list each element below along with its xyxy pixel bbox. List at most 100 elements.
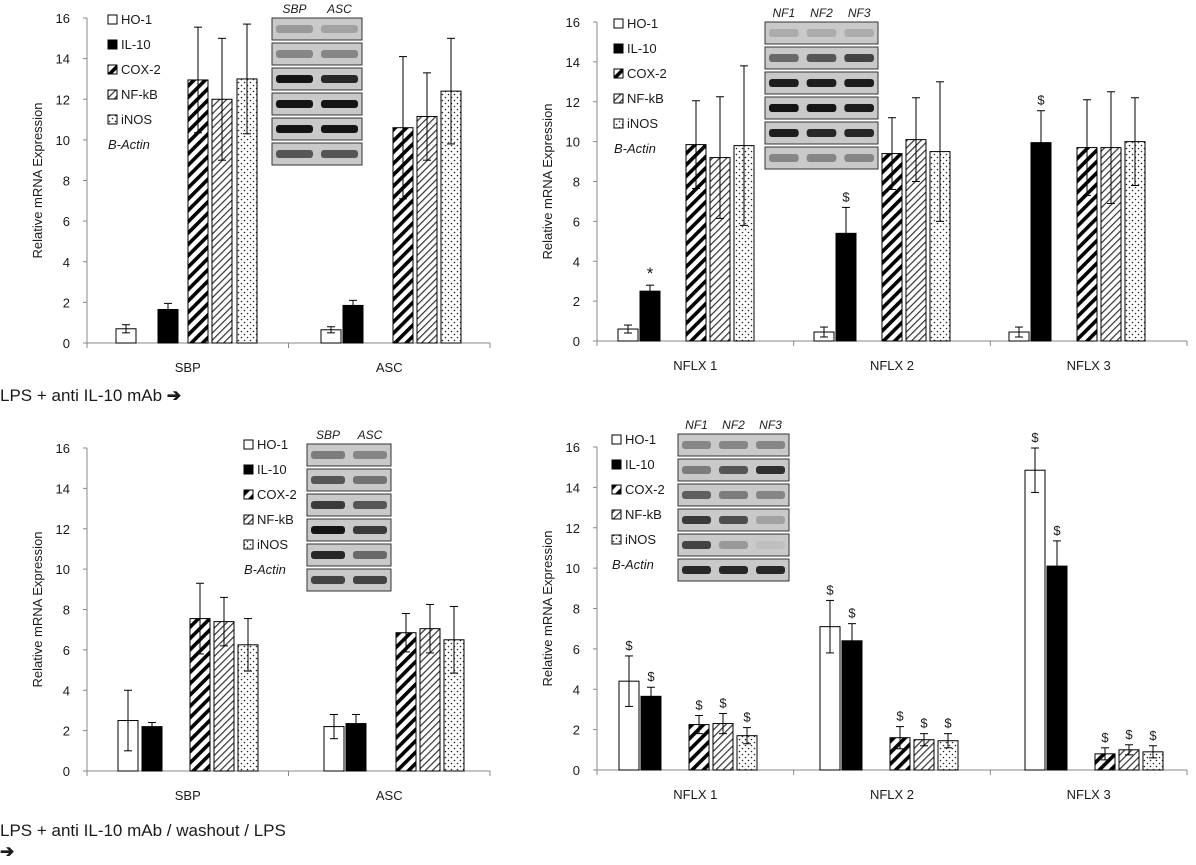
- caption-middle: LPS + anti IL-10 mAb ➔: [0, 386, 181, 406]
- blot-strip: [271, 67, 363, 91]
- blot-band: [311, 526, 345, 534]
- significance-mark: $: [719, 695, 727, 710]
- blot-band: [844, 154, 874, 162]
- legend-swatch: [243, 539, 254, 550]
- significance-mark: $: [743, 710, 751, 725]
- blot-band: [806, 129, 837, 137]
- blot-band: [719, 466, 748, 474]
- blot-band: [311, 576, 345, 584]
- legend-label: IL-10: [627, 41, 657, 56]
- y-tick-label: 10: [566, 135, 580, 150]
- legend-swatch: [107, 64, 118, 75]
- y-tick-label: 14: [566, 480, 580, 495]
- y-tick-label: 12: [566, 521, 580, 536]
- legend-swatch: [243, 439, 254, 450]
- blot-band: [769, 104, 799, 112]
- blot-strip: [306, 543, 392, 567]
- blot-lane-header: NF1: [685, 418, 708, 432]
- blot-strip: [271, 142, 363, 166]
- chart-bottom-left: 0 2 4 6 8 10 12 14 16 Relative mRNA Expression SBP…: [30, 428, 491, 803]
- y-axis-label: Relative mRNA Expression: [30, 102, 45, 258]
- legend-actin-label: B-Actin: [614, 141, 656, 156]
- y-axis-label: Relative mRNA Expression: [540, 103, 555, 259]
- legend-label: COX-2: [625, 482, 665, 497]
- y-axis-label: Relative mRNA Expression: [30, 531, 45, 687]
- chart-top-left: 0 2 4 6 8 10 12 14 16 Relative mRNA Expression SBP…: [30, 2, 491, 375]
- blot-band: [276, 50, 313, 58]
- caption-bottom: LPS + anti IL-10 mAb / washout / LPS ➔: [0, 821, 286, 862]
- legend-label: HO-1: [625, 432, 656, 447]
- blot-band: [756, 566, 785, 574]
- y-tick-label: 16: [566, 15, 580, 30]
- legend-label: IL-10: [257, 462, 287, 477]
- bar-il-10: [1046, 565, 1068, 771]
- y-tick-label: 8: [63, 174, 70, 189]
- legend-label: NF-kB: [625, 507, 662, 522]
- blot-band: [719, 566, 748, 574]
- y-tick-label: 4: [573, 682, 580, 697]
- significance-mark: $: [647, 669, 655, 684]
- chart-top-right: 0 2 4 6 8 10 12 14 16 Relative mRNA Expression NFL…: [540, 6, 1188, 373]
- significance-mark: $: [826, 582, 834, 597]
- blot-band: [353, 526, 387, 534]
- blot-band: [756, 516, 785, 524]
- legend-swatch: [611, 434, 622, 445]
- bar-ho-1: [1024, 469, 1046, 771]
- blot-band: [276, 150, 313, 158]
- blot-strip: [271, 92, 363, 116]
- legend-label: HO-1: [627, 16, 658, 31]
- legend-swatch: [613, 18, 624, 29]
- y-tick-label: 6: [573, 214, 580, 229]
- blot-band: [276, 125, 313, 133]
- significance-mark: $: [1101, 730, 1109, 745]
- blot-band: [756, 441, 785, 449]
- bar-il-10: [342, 304, 364, 344]
- y-tick-label: 6: [573, 642, 580, 657]
- blot-band: [682, 516, 711, 524]
- legend-label: NF-kB: [627, 91, 664, 106]
- y-tick-label: 16: [56, 11, 70, 26]
- legend-swatch: [611, 484, 622, 495]
- legend-swatch: [613, 118, 624, 129]
- blot-lane-header: ASC: [357, 428, 383, 442]
- blot-lane-header: NF3: [848, 6, 871, 20]
- blot-band: [353, 451, 387, 459]
- blot-band: [806, 154, 837, 162]
- legend-label: iNOS: [627, 116, 658, 131]
- y-tick-label: 4: [573, 254, 580, 269]
- blot-band: [719, 491, 748, 499]
- blot-band: [806, 104, 837, 112]
- blot-band: [353, 476, 387, 484]
- legend-actin-label: B-Actin: [244, 562, 286, 577]
- y-tick-label: 0: [63, 764, 70, 779]
- y-tick-label: 0: [573, 334, 580, 349]
- bar-il-10: [841, 640, 863, 771]
- category-label: NFLX 1: [673, 787, 717, 802]
- y-tick-label: 4: [63, 683, 70, 698]
- category-label: ASC: [376, 788, 403, 803]
- blot-band: [682, 491, 711, 499]
- blot-strip: [271, 117, 363, 141]
- blot-lane-header: NF1: [772, 6, 795, 20]
- blot-band: [719, 516, 748, 524]
- y-tick-label: 14: [566, 55, 580, 70]
- blot-band: [311, 476, 345, 484]
- legend-swatch: [611, 459, 622, 470]
- significance-mark: $: [625, 638, 633, 653]
- blot-lane-header: NF3: [759, 418, 782, 432]
- blot-band: [682, 541, 711, 549]
- blot-band: [844, 29, 874, 37]
- blot-band: [276, 75, 313, 83]
- blot-band: [276, 100, 313, 108]
- blot-band: [311, 451, 345, 459]
- significance-mark: *: [647, 264, 654, 283]
- right-arrow-icon: ➔: [0, 842, 15, 861]
- blot-band: [756, 541, 785, 549]
- blot-lane-header: ASC: [326, 2, 352, 16]
- y-tick-label: 8: [573, 175, 580, 190]
- legend-label: IL-10: [625, 457, 655, 472]
- blot-lane-header: SBP: [282, 2, 306, 16]
- significance-mark: $: [920, 716, 928, 731]
- legend-swatch: [243, 514, 254, 525]
